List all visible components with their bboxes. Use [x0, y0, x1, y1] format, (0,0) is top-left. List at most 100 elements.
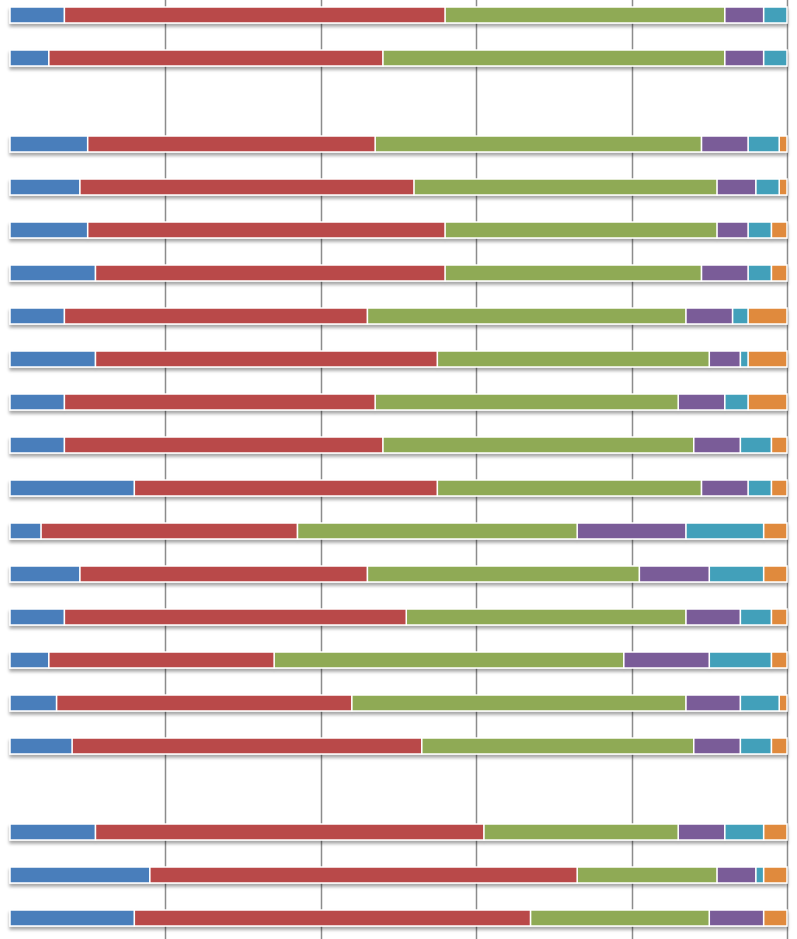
bar-row-0	[9, 6, 788, 24]
bar-segment-r12-s0	[9, 522, 42, 540]
bar-segment-r9-s3	[677, 393, 726, 411]
bar-segment-r17-s2	[421, 737, 695, 755]
bar-row-13	[9, 565, 788, 583]
bars	[9, 6, 788, 927]
bar-segment-r7-s1	[63, 307, 369, 325]
bar-segment-r5-s1	[86, 221, 446, 239]
bar-segment-r19-s4	[724, 823, 765, 841]
bar-segment-r3-s0	[9, 135, 89, 153]
bar-segment-r21-s1	[133, 909, 532, 927]
bar-segment-r4-s0	[9, 178, 81, 196]
bar-row-6	[9, 264, 788, 282]
bar-segment-r9-s4	[724, 393, 749, 411]
bar-segment-r9-s2	[374, 393, 679, 411]
bar-segment-r13-s2	[366, 565, 641, 583]
bar-segment-r3-s3	[700, 135, 749, 153]
bar-segment-r20-s3	[716, 866, 757, 884]
bar-segment-r8-s0	[9, 350, 97, 368]
bar-segment-r0-s4	[762, 6, 788, 24]
bar-segment-r6-s2	[444, 264, 703, 282]
bar-segment-r8-s1	[94, 350, 439, 368]
bar-row-1	[9, 49, 788, 67]
bar-segment-r3-s2	[374, 135, 703, 153]
bar-segment-r6-s1	[94, 264, 446, 282]
bar-segment-r11-s3	[700, 479, 749, 497]
bar-segment-r21-s3	[708, 909, 765, 927]
bar-segment-r17-s3	[693, 737, 742, 755]
bar-row-17	[9, 737, 788, 755]
bar-segment-r10-s1	[63, 436, 384, 454]
bar-segment-r17-s0	[9, 737, 73, 755]
bar-segment-r13-s5	[762, 565, 788, 583]
bar-segment-r7-s4	[731, 307, 749, 325]
bar-segment-r9-s1	[63, 393, 376, 411]
bar-segment-r1-s0	[9, 49, 50, 67]
bar-segment-r0-s3	[724, 6, 765, 24]
bar-segment-r0-s2	[444, 6, 726, 24]
bar-segment-r12-s5	[762, 522, 788, 540]
bar-segment-r8-s2	[436, 350, 711, 368]
bar-row-16	[9, 694, 788, 712]
gridlines	[164, 0, 789, 939]
bar-segment-r13-s1	[79, 565, 369, 583]
bar-segment-r19-s2	[483, 823, 679, 841]
bar-segment-r4-s5	[778, 178, 788, 196]
bar-segment-r14-s2	[405, 608, 687, 626]
bar-segment-r4-s2	[413, 178, 718, 196]
bar-segment-r3-s5	[778, 135, 788, 153]
bar-segment-r12-s1	[40, 522, 299, 540]
bar-segment-r20-s5	[762, 866, 788, 884]
bar-row-12	[9, 522, 788, 540]
bar-segment-r19-s0	[9, 823, 97, 841]
bar-segment-r10-s3	[693, 436, 742, 454]
bar-row-19	[9, 823, 788, 841]
bar-segment-r0-s1	[63, 6, 446, 24]
bar-segment-r9-s0	[9, 393, 66, 411]
bar-segment-r12-s4	[685, 522, 765, 540]
bar-row-14	[9, 608, 788, 626]
bar-segment-r10-s4	[739, 436, 773, 454]
bar-segment-r20-s0	[9, 866, 151, 884]
bar-segment-r14-s1	[63, 608, 408, 626]
bar-row-20	[9, 866, 788, 884]
bar-segment-r5-s4	[747, 221, 773, 239]
bar-segment-r15-s2	[273, 651, 625, 669]
bar-row-4	[9, 178, 788, 196]
bar-segment-r11-s5	[770, 479, 788, 497]
bar-row-3	[9, 135, 788, 153]
bar-segment-r16-s5	[778, 694, 788, 712]
bar-segment-r13-s4	[708, 565, 765, 583]
bar-segment-r5-s0	[9, 221, 89, 239]
bar-segment-r1-s3	[724, 49, 765, 67]
bar-segment-r5-s3	[716, 221, 749, 239]
bar-segment-r5-s5	[770, 221, 788, 239]
bar-segment-r3-s4	[747, 135, 780, 153]
bar-segment-r4-s3	[716, 178, 757, 196]
bar-row-15	[9, 651, 788, 669]
bar-row-21	[9, 909, 788, 927]
bar-row-7	[9, 307, 788, 325]
bar-segment-r20-s1	[149, 866, 578, 884]
bar-segment-r1-s1	[48, 49, 384, 67]
bar-segment-r11-s2	[436, 479, 703, 497]
bar-segment-r20-s2	[576, 866, 718, 884]
bar-segment-r6-s3	[700, 264, 749, 282]
bar-segment-r5-s2	[444, 221, 718, 239]
bar-segment-r10-s2	[382, 436, 695, 454]
bar-segment-r6-s0	[9, 264, 97, 282]
bar-row-11	[9, 479, 788, 497]
bar-segment-r4-s1	[79, 178, 415, 196]
bar-row-5	[9, 221, 788, 239]
bar-segment-r21-s0	[9, 909, 136, 927]
bar-segment-r9-s5	[747, 393, 788, 411]
bar-segment-r8-s5	[747, 350, 788, 368]
bar-segment-r10-s5	[770, 436, 788, 454]
bar-segment-r17-s5	[770, 737, 788, 755]
bar-segment-r13-s0	[9, 565, 81, 583]
bar-segment-r16-s4	[739, 694, 780, 712]
bar-segment-r15-s1	[48, 651, 275, 669]
bar-segment-r19-s5	[762, 823, 788, 841]
bar-segment-r8-s4	[739, 350, 749, 368]
